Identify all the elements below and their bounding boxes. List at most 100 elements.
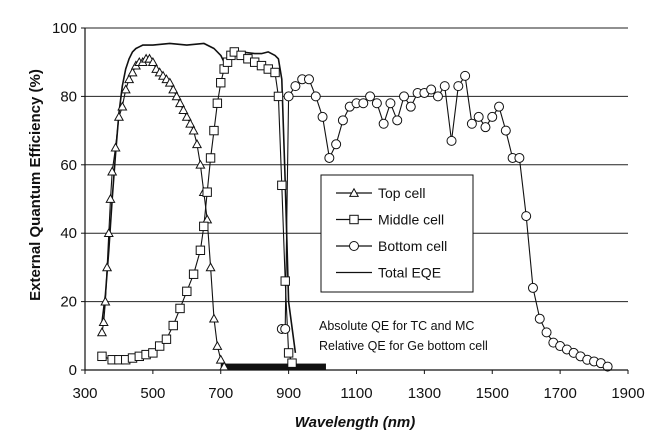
point-middle-cell-12: [182, 286, 192, 297]
point-bottom-cell-9: [331, 139, 342, 150]
point-bottom-cell-28: [460, 70, 471, 81]
y-tick-label-100: 100: [52, 20, 77, 37]
legend-label-bottom-cell: Bottom cell: [378, 238, 447, 254]
x-tick-label-1700: 1700: [543, 385, 576, 402]
point-bottom-cell-49: [602, 361, 613, 372]
y-axis-title: External Quantum Efficiency (%): [27, 69, 44, 301]
legend-label-total-eqe: Total EQE: [378, 265, 441, 281]
point-top-cell-0: [96, 327, 108, 337]
point-bottom-cell-3: [290, 81, 301, 92]
point-bottom-cell-29: [466, 118, 477, 129]
point-top-cell-26: [174, 98, 186, 108]
point-top-cell-10: [120, 84, 131, 94]
point-top-cell-29: [185, 118, 196, 128]
x-tick-label-300: 300: [72, 385, 97, 402]
legend-marker-bottom-cell: [349, 241, 359, 251]
point-middle-cell-8: [154, 341, 165, 351]
x-tick-label-700: 700: [208, 385, 233, 402]
point-middle-cell-33: [280, 276, 290, 286]
point-bottom-cell-26: [446, 135, 457, 146]
point-middle-cell-10: [168, 320, 178, 331]
point-middle-cell-18: [209, 125, 219, 136]
point-top-cell-35: [205, 262, 216, 272]
point-top-cell-3: [102, 262, 113, 272]
point-middle-cell-16: [202, 187, 212, 197]
point-bottom-cell-7: [317, 111, 328, 122]
y-tick-label-60: 60: [60, 157, 77, 174]
point-top-cell-25: [171, 91, 182, 101]
point-bottom-cell-32: [487, 111, 498, 122]
point-top-cell-36: [208, 313, 220, 323]
point-bottom-cell-20: [405, 101, 416, 112]
point-middle-cell-9: [161, 334, 172, 344]
point-bottom-cell-24: [432, 91, 443, 102]
point-top-cell-1: [98, 316, 109, 326]
annotation-line-1: Absolute QE for TC and MC: [319, 319, 474, 333]
point-bottom-cell-6: [310, 91, 321, 102]
point-middle-cell-17: [205, 153, 216, 163]
point-bottom-cell-34: [500, 125, 511, 136]
x-tick-label-900: 900: [276, 385, 301, 402]
point-middle-cell-31: [273, 91, 284, 102]
series-markers: [96, 47, 613, 372]
point-top-cell-5: [105, 193, 116, 203]
point-top-cell-12: [127, 67, 138, 77]
point-middle-cell-34: [283, 348, 294, 358]
point-middle-cell-30: [270, 67, 280, 78]
point-middle-cell-11: [175, 303, 185, 314]
point-bottom-cell-19: [399, 91, 410, 102]
point-bottom-cell-13: [358, 98, 369, 109]
point-bottom-cell-36: [514, 152, 525, 163]
point-top-cell-31: [191, 139, 203, 149]
point-top-cell-32: [195, 159, 206, 169]
point-top-cell-7: [110, 142, 121, 152]
point-top-cell-4: [103, 227, 114, 238]
x-tick-label-500: 500: [140, 385, 165, 402]
point-top-cell-28: [181, 111, 192, 121]
point-bottom-cell-27: [453, 81, 464, 92]
point-top-cell-38: [215, 354, 226, 364]
point-bottom-cell-8: [324, 152, 335, 163]
point-bottom-cell-2: [283, 91, 294, 102]
legend: Top cell Middle cell Bottom cell Total EQE: [320, 174, 474, 293]
point-top-cell-2: [100, 296, 111, 306]
point-bottom-cell-30: [473, 111, 484, 122]
legend-label-middle-cell: Middle cell: [378, 212, 444, 228]
point-middle-cell-19: [212, 98, 223, 108]
point-middle-cell-7: [148, 348, 158, 358]
point-middle-cell-14: [195, 245, 206, 256]
point-bottom-cell-16: [378, 118, 389, 129]
axes: [81, 27, 629, 374]
series-line-total-eqe: [101, 42, 297, 354]
point-top-cell-23: [164, 77, 175, 87]
tick-labels: 0 20 40 60 80 100 300 500 700 900 1100 1300 1500 1700…: [52, 20, 645, 402]
point-top-cell-24: [168, 84, 179, 94]
point-bottom-cell-40: [541, 327, 552, 338]
point-bottom-cell-17: [385, 98, 396, 109]
point-top-cell-8: [113, 111, 124, 121]
point-bottom-cell-14: [365, 91, 376, 102]
point-middle-cell-15: [199, 221, 209, 232]
y-tick-label-40: 40: [60, 225, 77, 242]
point-bottom-cell-25: [439, 81, 450, 92]
x-tick-label-1500: 1500: [476, 385, 509, 402]
x-tick-label-1300: 1300: [408, 385, 441, 402]
point-top-cell-30: [188, 125, 199, 135]
point-top-cell-6: [107, 166, 118, 176]
y-tick-label-80: 80: [60, 88, 77, 105]
point-bottom-cell-37: [521, 211, 532, 222]
dark-band-rect: [220, 363, 326, 370]
y-tick-label-20: 20: [60, 294, 77, 311]
point-top-cell-27: [178, 104, 189, 114]
point-bottom-cell-31: [480, 122, 491, 133]
point-top-cell-37: [212, 340, 223, 350]
point-middle-cell-35: [287, 358, 297, 368]
point-top-cell-11: [124, 74, 135, 84]
point-top-cell-9: [117, 101, 128, 111]
x-tick-label-1900: 1900: [611, 385, 644, 402]
annotation-line-2: Relative QE for Ge bottom cell: [319, 339, 488, 353]
point-bottom-cell-39: [534, 313, 545, 324]
point-middle-cell-13: [188, 269, 199, 279]
